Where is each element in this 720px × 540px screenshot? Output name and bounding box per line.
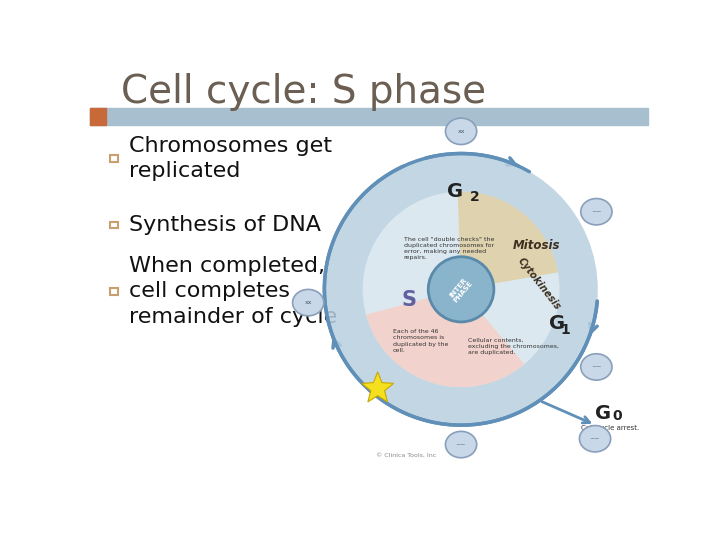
- FancyBboxPatch shape: [109, 155, 119, 161]
- Ellipse shape: [581, 199, 612, 225]
- FancyBboxPatch shape: [109, 221, 119, 228]
- Ellipse shape: [324, 153, 598, 425]
- Text: Chromosomes get
replicated: Chromosomes get replicated: [128, 136, 331, 181]
- Text: xx: xx: [305, 300, 312, 305]
- Text: ~~: ~~: [591, 364, 602, 369]
- Bar: [90, 107, 648, 125]
- Text: S: S: [402, 290, 417, 310]
- Text: Synthesis of DNA: Synthesis of DNA: [128, 215, 320, 235]
- Text: G: G: [549, 314, 564, 333]
- Text: xx: xx: [457, 129, 465, 134]
- Ellipse shape: [581, 354, 612, 380]
- Text: © Clinica Tools, Inc: © Clinica Tools, Inc: [377, 453, 436, 457]
- Bar: [90, 107, 106, 125]
- Text: 2: 2: [470, 190, 480, 204]
- Text: 0: 0: [613, 409, 622, 423]
- Ellipse shape: [363, 192, 559, 387]
- Ellipse shape: [446, 118, 477, 145]
- Text: G: G: [595, 404, 611, 423]
- Text: Cellular contents,
excluding the chromosomes,
are duplicated.: Cellular contents, excluding the chromos…: [468, 338, 559, 355]
- Text: G: G: [447, 182, 464, 201]
- Polygon shape: [366, 289, 524, 387]
- Text: ~~: ~~: [590, 436, 600, 441]
- Text: Cytokinesis: Cytokinesis: [516, 256, 562, 312]
- Ellipse shape: [580, 426, 611, 452]
- Text: ~~: ~~: [591, 209, 602, 214]
- FancyBboxPatch shape: [109, 288, 119, 295]
- Text: INTER
PHASE: INTER PHASE: [448, 275, 474, 303]
- Polygon shape: [361, 372, 394, 402]
- Polygon shape: [458, 192, 558, 289]
- Ellipse shape: [428, 256, 494, 322]
- Text: When completed,
cell completes
remainder of cycle: When completed, cell completes remainder…: [128, 256, 337, 327]
- Text: Cell cycle: S phase: Cell cycle: S phase: [121, 73, 486, 111]
- Text: Cell cycle arrest.: Cell cycle arrest.: [581, 426, 639, 431]
- Text: ~~: ~~: [456, 442, 467, 447]
- Text: Mitosis: Mitosis: [513, 239, 560, 252]
- Text: 1: 1: [560, 323, 570, 337]
- Ellipse shape: [446, 431, 477, 458]
- Text: The cell "double checks" the
duplicated chromosomes for
error, making any needed: The cell "double checks" the duplicated …: [404, 237, 494, 260]
- Ellipse shape: [292, 289, 324, 316]
- Text: Each of the 46
chromosomes is
duplicated by the
cell.: Each of the 46 chromosomes is duplicated…: [392, 329, 448, 353]
